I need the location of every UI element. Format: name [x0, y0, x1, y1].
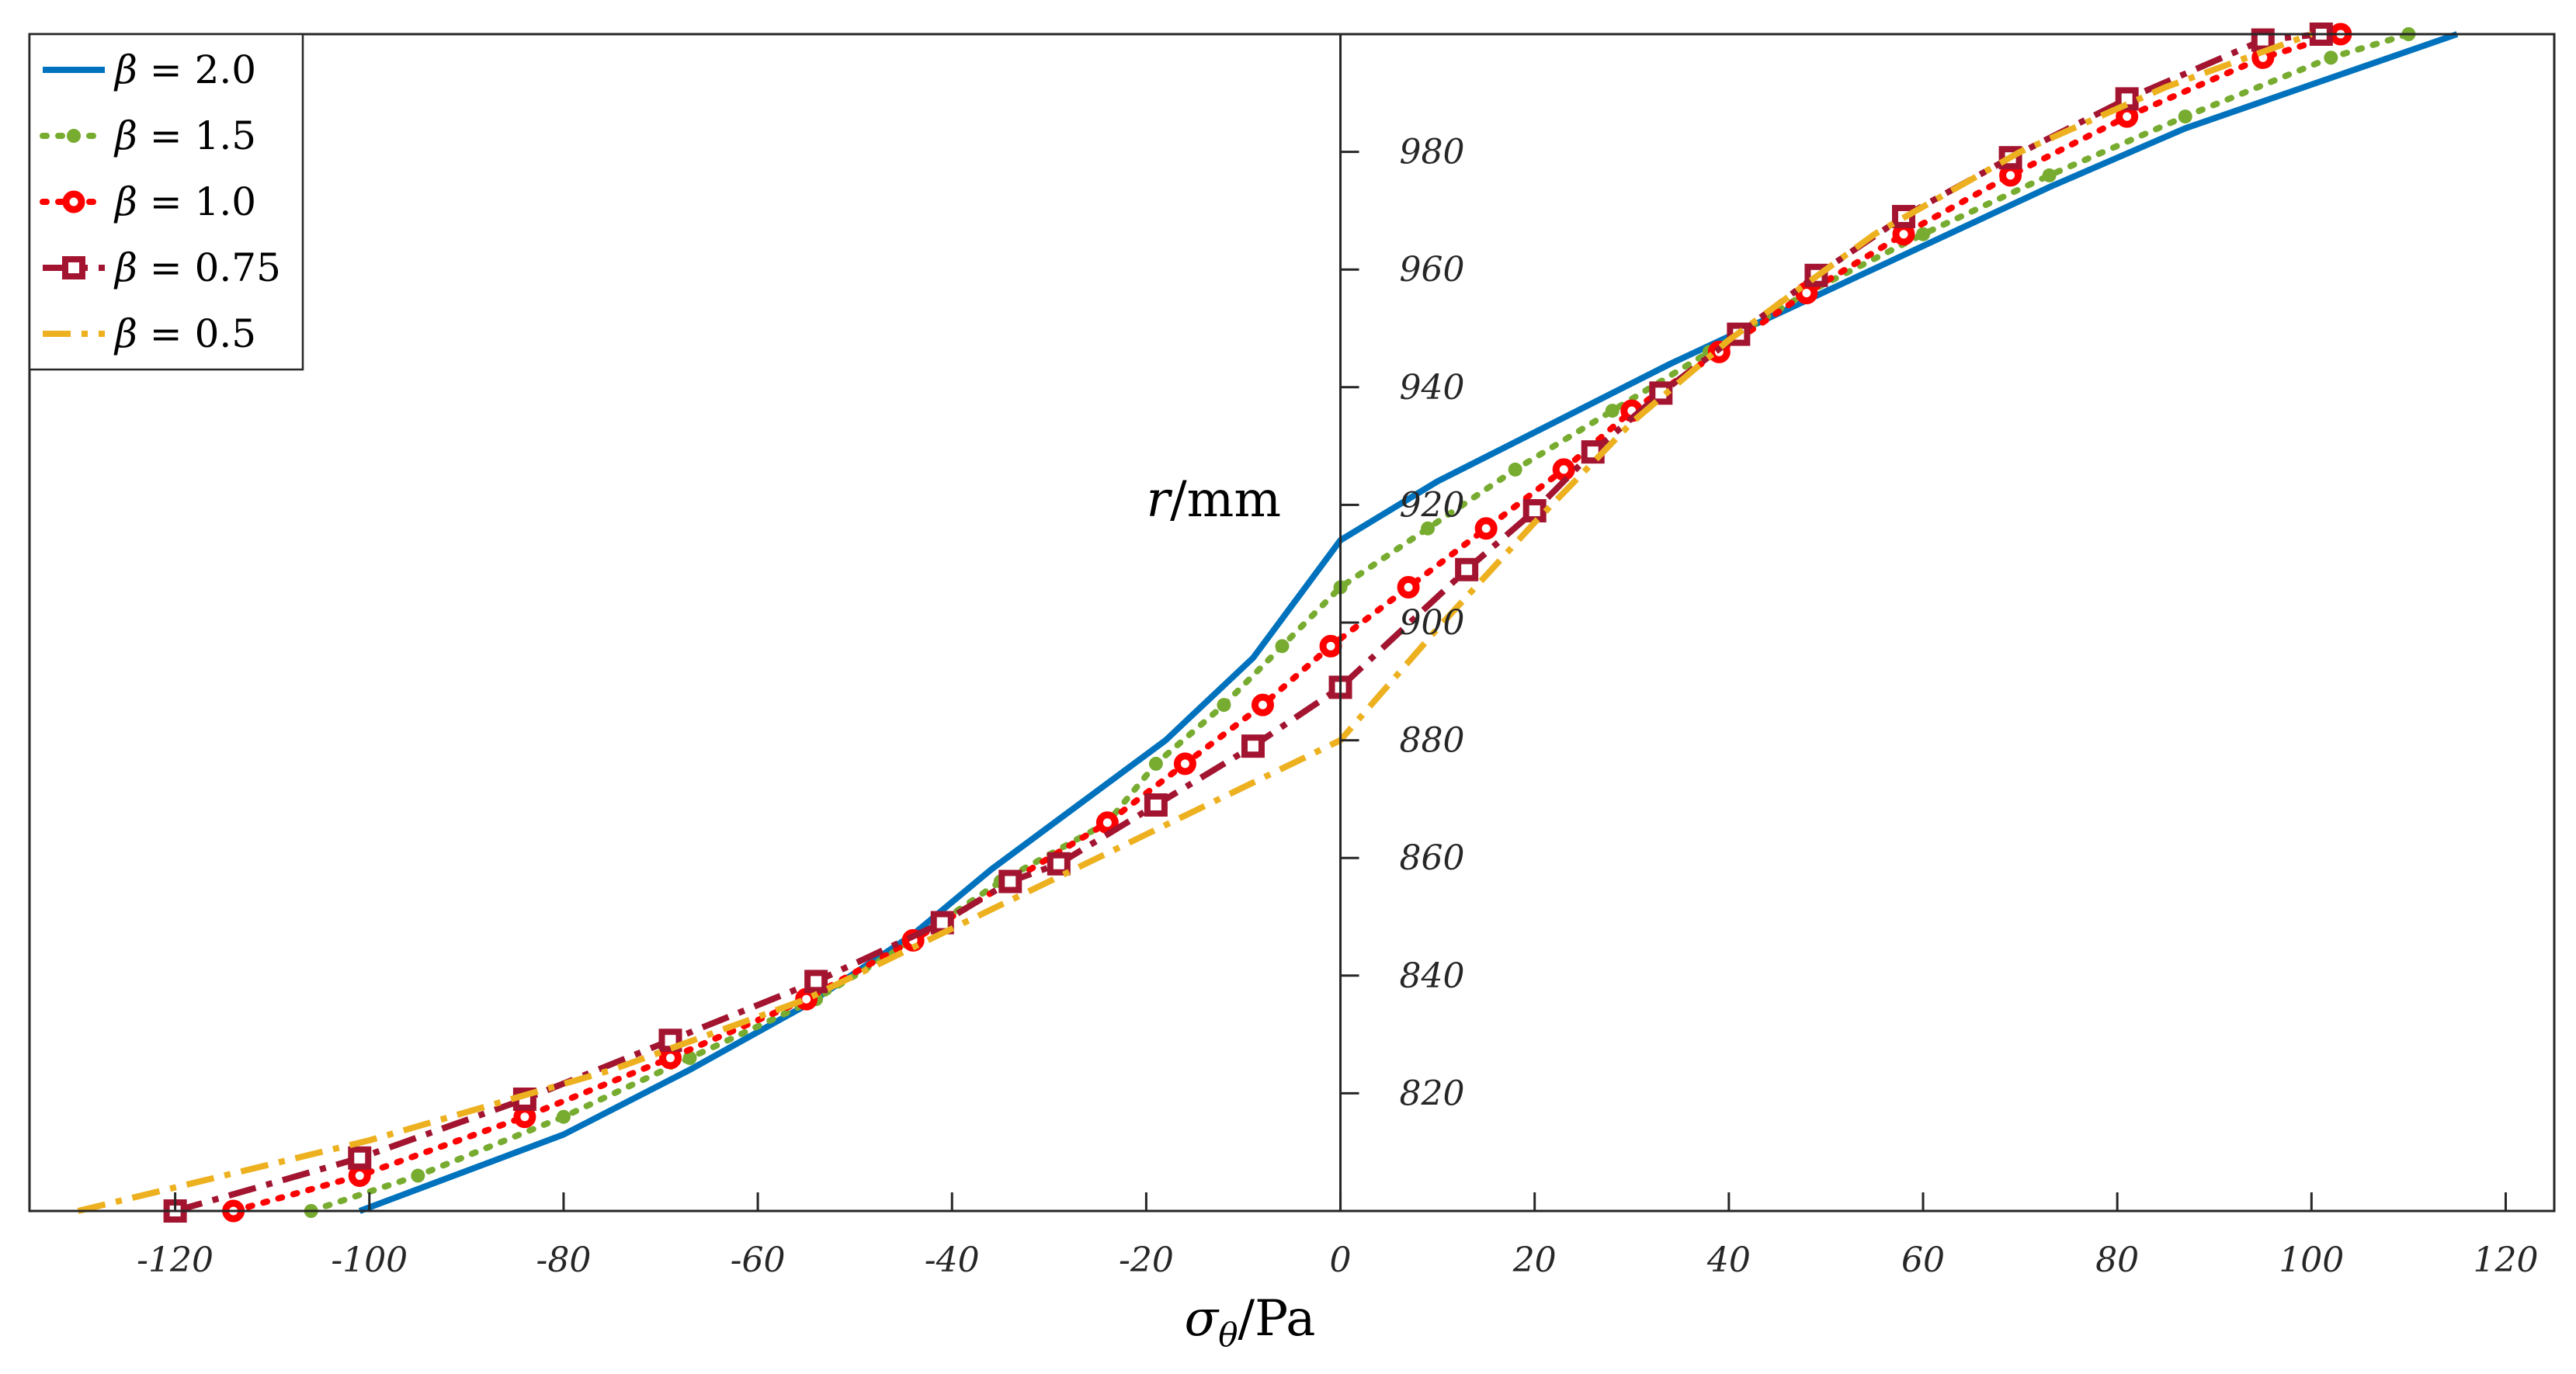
data-point [1397, 576, 1420, 599]
y-tick-label: 840 [1400, 956, 1465, 996]
x-tick-label: -120 [137, 1240, 214, 1280]
data-point [1217, 698, 1231, 713]
y-tick-label: 900 [1400, 603, 1465, 643]
legend-label: β = 2.0 [113, 47, 256, 92]
data-point [804, 970, 828, 994]
data-point [556, 1109, 571, 1124]
legend-label: β = 1.5 [113, 113, 256, 158]
data-point [1275, 639, 1290, 654]
x-tick-label: 40 [1706, 1240, 1751, 1280]
legend-marker [62, 256, 85, 279]
data-point [348, 1164, 371, 1188]
ticks-layer: -120 -100 -80 -60 -40 -20 0 20 40 60 80 100 120 820 84… [137, 133, 2538, 1280]
series-line [77, 31, 2313, 1214]
legend-marker [67, 129, 81, 143]
y-tick-label: 960 [1400, 250, 1465, 290]
x-axis-label-unit: /Pa [1238, 1290, 1316, 1348]
y-tick-label: 940 [1400, 368, 1465, 408]
data-point [1421, 521, 1436, 536]
x-tick-label: 100 [2279, 1240, 2344, 1280]
data-point [1148, 756, 1163, 771]
x-axis-label: σθ/Pa [1185, 1290, 1316, 1354]
x-tick-label: 0 [1330, 1240, 1352, 1280]
data-point [1455, 557, 1479, 581]
data-point [1916, 227, 1930, 241]
data-point [2116, 105, 2139, 128]
y-axis-label: r/mm [1146, 471, 1281, 529]
legend-label: β = 1.0 [113, 179, 256, 224]
legend-marker [62, 190, 85, 213]
data-point [513, 1105, 536, 1129]
x-axis-label-sub: θ [1218, 1316, 1238, 1354]
legend-item: β = 0.75 [43, 245, 281, 290]
series-layer [77, 23, 2459, 1223]
x-tick-label: -100 [331, 1240, 408, 1280]
data-point [1999, 164, 2022, 187]
data-point [2324, 50, 2338, 65]
legend-item: β = 1.5 [40, 113, 256, 158]
data-point [1508, 462, 1522, 477]
data-point [1605, 404, 1620, 418]
data-point [2042, 168, 2057, 182]
x-tick-label: -80 [536, 1240, 591, 1280]
data-point [1892, 223, 1915, 246]
x-tick-label: -40 [925, 1240, 980, 1280]
data-point [1173, 752, 1196, 775]
x-tick-label: 120 [2473, 1240, 2538, 1280]
x-tick-label: -60 [731, 1240, 786, 1280]
data-point [659, 1046, 682, 1070]
x-tick-label: 60 [1901, 1240, 1945, 1280]
data-point [411, 1168, 425, 1183]
data-point [1144, 793, 1168, 817]
y-axis-label-unit: /mm [1170, 471, 1281, 529]
legend-item: β = 1.0 [40, 179, 256, 224]
legend-item: β = 0.5 [43, 311, 256, 356]
data-point [1241, 734, 1265, 758]
data-point [1251, 693, 1274, 716]
y-axis-label-var: r [1146, 471, 1172, 529]
series-line [307, 31, 2412, 1214]
data-point [682, 1050, 697, 1065]
y-tick-label: 820 [1400, 1074, 1465, 1113]
legend-label: β = 0.75 [113, 245, 281, 290]
x-tick-label: -20 [1119, 1240, 1174, 1280]
y-tick-label: 980 [1400, 133, 1465, 172]
data-point [1319, 634, 1342, 658]
y-tick-label: 920 [1400, 485, 1465, 525]
data-point [1474, 517, 1498, 540]
data-point [1095, 811, 1119, 834]
y-tick-label: 880 [1400, 721, 1465, 761]
data-point [998, 869, 1022, 893]
legend-item: β = 2.0 [43, 47, 256, 92]
series-line [230, 31, 2344, 1214]
data-point [1522, 498, 1547, 522]
x-axis-label-var: σ [1185, 1290, 1220, 1348]
axes-layer [28, 33, 2556, 1213]
data-point [348, 1146, 372, 1170]
y-tick-label: 860 [1400, 838, 1465, 878]
legend-label: β = 0.5 [113, 311, 256, 356]
plot-area-frame [28, 33, 2556, 1213]
x-tick-label: 20 [1512, 1240, 1557, 1280]
series-1 [304, 27, 2416, 1218]
x-tick-label: 80 [2095, 1240, 2139, 1280]
data-point [1047, 852, 1071, 876]
legend: β = 2.0 β = 1.5 β = 1.0 β = 0.75 β = 0.5 [28, 33, 304, 371]
series-2 [222, 23, 2352, 1223]
data-point [2178, 109, 2192, 124]
data-point [1552, 458, 1575, 481]
series-4 [77, 31, 2313, 1214]
